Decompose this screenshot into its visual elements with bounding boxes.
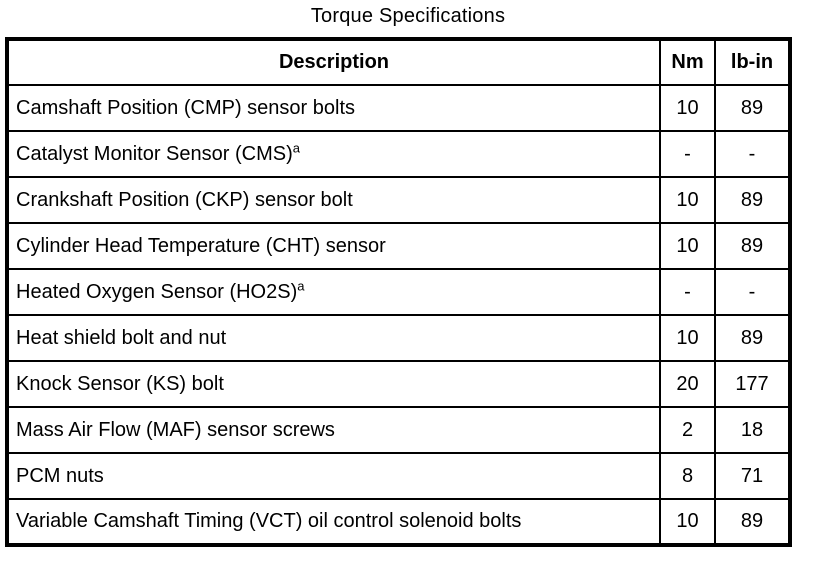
description-text: Knock Sensor (KS) bolt (16, 372, 224, 395)
lb-in-value-cell: 177 (714, 360, 791, 408)
description-text: Crankshaft Position (CKP) sensor bolt (16, 188, 353, 211)
nm-value-cell: - (659, 268, 716, 316)
lb-in-value-cell: 89 (714, 498, 791, 546)
table-row: Mass Air Flow (MAF) sensor screws 2 18 (6, 406, 791, 454)
header-lb-in: lb-in (714, 38, 791, 86)
table-row: Camshaft Position (CMP) sensor bolts 10 89 (6, 84, 791, 132)
nm-value-cell: 2 (659, 406, 716, 454)
footnote-marker: a (297, 277, 305, 293)
table-row: Catalyst Monitor Sensor (CMS)a - - (6, 130, 791, 178)
nm-value-cell: 10 (659, 84, 716, 132)
lb-in-value-cell: 89 (714, 314, 791, 362)
table-row: Variable Camshaft Timing (VCT) oil contr… (6, 498, 791, 546)
nm-value-cell: 8 (659, 452, 716, 500)
lb-in-value-cell: 18 (714, 406, 791, 454)
lb-in-value-cell: 89 (714, 84, 791, 132)
table-row: Knock Sensor (KS) bolt 20 177 (6, 360, 791, 408)
table-row: Heat shield bolt and nut 10 89 (6, 314, 791, 362)
description-cell: Knock Sensor (KS) bolt (6, 360, 661, 408)
description-cell: PCM nuts (6, 452, 661, 500)
table-row: Cylinder Head Temperature (CHT) sensor 10… (6, 222, 791, 270)
lb-in-value-cell: 89 (714, 222, 791, 270)
description-cell: Camshaft Position (CMP) sensor bolts (6, 84, 661, 132)
description-cell: Catalyst Monitor Sensor (CMS)a (6, 130, 661, 178)
header-description: Description (6, 38, 661, 86)
nm-value-cell: 20 (659, 360, 716, 408)
table-row: PCM nuts 8 71 (6, 452, 791, 500)
torque-spec-table: Description Nm lb-in Camshaft Position (… (5, 37, 792, 547)
description-text: Heated Oxygen Sensor (HO2S) (16, 280, 298, 303)
lb-in-value-cell: - (714, 268, 791, 316)
lb-in-value-cell: 89 (714, 176, 791, 224)
description-cell: Variable Camshaft Timing (VCT) oil contr… (6, 498, 661, 546)
description-text: Variable Camshaft Timing (VCT) oil contr… (16, 510, 522, 532)
description-cell: Mass Air Flow (MAF) sensor screws (6, 406, 661, 454)
footnote-marker: a (292, 139, 300, 155)
header-row: Description Nm lb-in (6, 38, 791, 86)
nm-value-cell: 10 (659, 176, 716, 224)
header-nm: Nm (659, 38, 716, 86)
description-text: Camshaft Position (CMP) sensor bolts (16, 96, 356, 119)
description-cell: Heat shield bolt and nut (6, 314, 661, 362)
table-row: Heated Oxygen Sensor (HO2S)a - - (6, 268, 791, 316)
table-row: Crankshaft Position (CKP) sensor bolt 10 8… (6, 176, 791, 224)
description-text: Cylinder Head Temperature (CHT) sensor (16, 234, 386, 257)
table-title: Torque Specifications (310, 5, 506, 27)
nm-value-cell: 10 (659, 498, 716, 546)
description-text: Catalyst Monitor Sensor (CMS) (16, 142, 293, 165)
description-cell: Crankshaft Position (CKP) sensor bolt (6, 176, 661, 224)
nm-value-cell: - (659, 130, 716, 178)
spec-table-body: Camshaft Position (CMP) sensor bolts 10 89… (6, 84, 791, 546)
nm-value-cell: 10 (659, 314, 716, 362)
description-text: Mass Air Flow (MAF) sensor screws (16, 418, 335, 441)
lb-in-value-cell: 71 (714, 452, 791, 500)
description-cell: Cylinder Head Temperature (CHT) sensor (6, 222, 661, 270)
nm-value-cell: 10 (659, 222, 716, 270)
description-text: Heat shield bolt and nut (16, 326, 227, 349)
description-text: PCM nuts (16, 464, 104, 487)
description-cell: Heated Oxygen Sensor (HO2S)a (6, 268, 661, 316)
lb-in-value-cell: - (714, 130, 791, 178)
